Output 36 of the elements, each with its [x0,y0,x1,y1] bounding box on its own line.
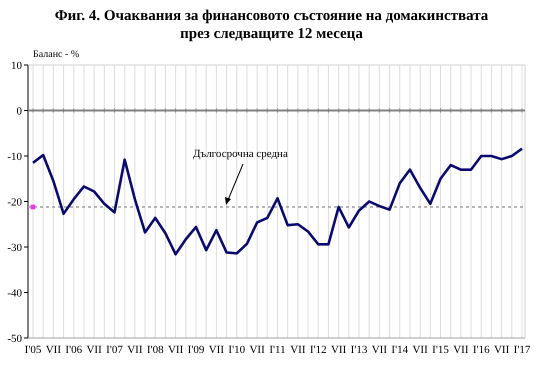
x-tick-label: VII [168,344,184,356]
x-tick-label: I'10 [228,344,246,356]
chart-title: Фиг. 4. Очаквания за финансовото състояние на домакинствата през следващите 12 месеца [54,8,489,42]
y-tick-label: -30 [7,242,22,254]
y-tick-label: 0 [16,105,22,118]
x-tick-label: I'08 [146,344,164,356]
y-tick-label: -40 [7,287,22,300]
x-tick-label: VII [46,344,62,356]
x-tick-label: I'14 [391,344,409,356]
x-tick-label: I'16 [472,344,490,356]
x-tick-label: I'09 [188,344,205,356]
y-axis-title: Баланс - % [33,49,80,60]
y-tick-label: -20 [7,196,22,208]
x-tick-label: VII [249,344,266,356]
x-tick-label: VII [330,344,347,356]
y-tick-label: -10 [7,150,22,163]
x-tick-label: I'17 [514,344,531,356]
x-tick-label: VII [453,344,469,356]
x-tick-label: I'11 [269,344,286,356]
x-tick-label: VII [208,344,224,356]
x-tick-label: VII [372,344,388,356]
x-tick-label: VII [494,344,510,356]
x-tick-label: VII [290,344,306,356]
annotation: Дългосрочна средна [193,148,288,160]
line-series [32,147,524,256]
y-tick-label: -50 [7,332,22,345]
x-tick-label: VII [86,344,102,356]
x-tick-label: I'13 [350,344,368,356]
x-tick-label: VII [412,344,428,356]
y-tick-label: 10 [11,60,22,72]
x-tick-label: I'05 [24,344,42,356]
x-tick-label: VII [127,344,143,356]
x-tick-label: I'15 [432,344,450,356]
x-tick-label: I'06 [65,344,83,356]
x-tick-label: I'07 [106,344,124,356]
x-tick-label: I'12 [310,344,327,356]
